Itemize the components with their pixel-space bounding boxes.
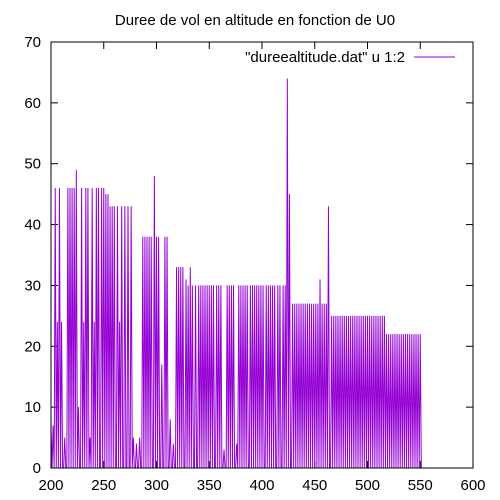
legend-label: "dureealtitude.dat" u 1:2 bbox=[245, 49, 405, 66]
x-tick-label: 250 bbox=[91, 477, 116, 494]
series-group bbox=[50, 78, 422, 469]
y-tick-label: 10 bbox=[24, 399, 41, 416]
y-tick-label: 30 bbox=[24, 277, 41, 294]
plot-frame bbox=[50, 41, 474, 469]
y-tick-label: 40 bbox=[24, 217, 41, 234]
x-tick-label: 450 bbox=[302, 477, 327, 494]
x-axis-ticks: 200 250 300 350 400 450 500 550 600 bbox=[38, 42, 486, 494]
x-tick-label: 550 bbox=[408, 477, 433, 494]
x-tick-label: 350 bbox=[197, 477, 222, 494]
x-tick-label: 500 bbox=[355, 477, 380, 494]
y-tick-label: 60 bbox=[24, 95, 41, 112]
y-tick-label: 20 bbox=[24, 338, 41, 355]
chart-title: Duree de vol en altitude en fonction de … bbox=[115, 12, 395, 29]
x-tick-label: 300 bbox=[144, 477, 169, 494]
y-tick-label: 0 bbox=[33, 460, 41, 477]
legend: "dureealtitude.dat" u 1:2 bbox=[245, 49, 455, 66]
y-tick-label: 70 bbox=[24, 34, 41, 51]
y-axis-ticks: 0 10 20 30 40 50 60 70 bbox=[24, 34, 473, 477]
x-tick-label: 400 bbox=[249, 477, 274, 494]
series-line-0 bbox=[50, 78, 422, 469]
y-tick-label: 50 bbox=[24, 156, 41, 173]
x-tick-label: 600 bbox=[460, 477, 485, 494]
x-tick-label: 200 bbox=[38, 477, 63, 494]
